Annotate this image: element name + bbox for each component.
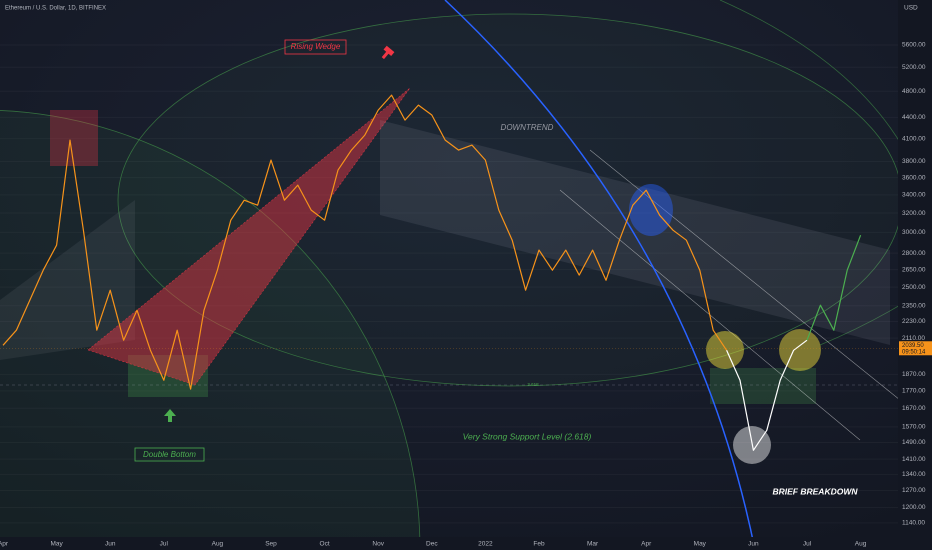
y-tick-label: 2800.00 (902, 250, 926, 257)
x-tick-label: Jul (803, 541, 812, 548)
highlight (779, 329, 821, 371)
y-tick-label: 2650.00 (902, 266, 926, 273)
x-tick-label: Aug (212, 541, 224, 548)
annotation: BRIEF BREAKDOWN (773, 486, 859, 496)
y-tick-label: 2110.00 (902, 335, 925, 342)
y-tick-label: 5200.00 (902, 64, 926, 71)
time-axis (0, 537, 932, 550)
channel (0, 200, 135, 360)
support-box (710, 368, 816, 404)
x-tick-label: Dec (426, 541, 438, 548)
y-tick-label: 1490.00 (902, 439, 926, 446)
price-tag (899, 341, 932, 356)
x-tick-label: Apr (641, 541, 652, 548)
annotation: Double Bottom (143, 450, 196, 459)
y-tick-label: 3000.00 (902, 229, 926, 236)
price-line (2, 94, 728, 390)
y-tick-label: 1140.00 (902, 520, 925, 527)
trendline (589, 149, 901, 401)
x-tick-label: Mar (587, 541, 599, 548)
price-line (806, 234, 862, 341)
y-tick-label: 1870.00 (902, 371, 926, 378)
label-box (284, 39, 347, 55)
plot (2, 94, 862, 451)
highlight (706, 331, 744, 369)
hammer-icon (381, 45, 395, 60)
chart-title: Ethereum / U.S. Dollar, 1D, BITFINEX (5, 6, 106, 12)
x-tick-label: Sep (265, 541, 277, 548)
y-tick-label: 2500.00 (902, 284, 926, 291)
price-label: 2039.50 (902, 343, 924, 349)
x-tick-label: Jul (160, 541, 169, 548)
y-tick-label: 2350.00 (902, 302, 926, 309)
x-tick-label: Oct (320, 541, 330, 548)
y-tick-label: 4400.00 (902, 114, 926, 121)
x-tick-label: Nov (372, 541, 384, 548)
x-tick-label: May (694, 541, 707, 548)
x-tick-label: Apr (0, 541, 9, 548)
y-tick-label: 1340.00 (902, 471, 926, 478)
y-tick-label: 3200.00 (902, 210, 926, 217)
annotation: Rising Wedge (291, 42, 341, 51)
up-arrow (164, 409, 176, 422)
axis-unit: USD (904, 5, 918, 12)
x-tick-label: Jun (748, 541, 759, 548)
y-tick-label: 1410.00 (902, 456, 926, 463)
top-box (50, 110, 98, 166)
y-tick-label: 1200.00 (902, 504, 926, 511)
x-tick-label: 2022 (478, 541, 493, 548)
y-tick-label: 3400.00 (902, 192, 926, 199)
y-tick-label: 5600.00 (902, 42, 926, 49)
y-tick-label: 1770.00 (902, 388, 926, 395)
x-tick-label: Feb (533, 541, 545, 548)
annotation: DOWNTREND (501, 123, 554, 132)
annotation: Very Strong Support Level (2.618) (463, 431, 592, 441)
fib-circle (0, 110, 421, 550)
y-tick-label: 3800.00 (902, 158, 926, 165)
y-tick-label: 1570.00 (902, 424, 926, 431)
annotation: 2.618 (527, 382, 539, 387)
y-tick-label: 4800.00 (902, 88, 926, 95)
x-tick-label: May (50, 541, 63, 548)
axes: 5600.00 5200.00 4800.00 4400.00 4100.00 3800.… (0, 42, 932, 548)
label-box (134, 447, 205, 462)
y-tick-label: 3600.00 (902, 174, 926, 181)
rising-wedge (87, 87, 411, 386)
parabola (444, 0, 756, 550)
y-tick-label: 4100.00 (902, 135, 926, 142)
y-tick-label: 1670.00 (902, 405, 926, 412)
price-line (726, 339, 808, 451)
countdown: 09:50:14 (902, 349, 926, 355)
x-tick-label: Aug (855, 541, 867, 548)
price-axis (898, 0, 932, 550)
x-tick-label: Jun (105, 541, 116, 548)
y-tick-label: 2230.00 (902, 318, 926, 325)
highlight (629, 184, 673, 236)
y-tick-label: 1270.00 (902, 487, 926, 494)
